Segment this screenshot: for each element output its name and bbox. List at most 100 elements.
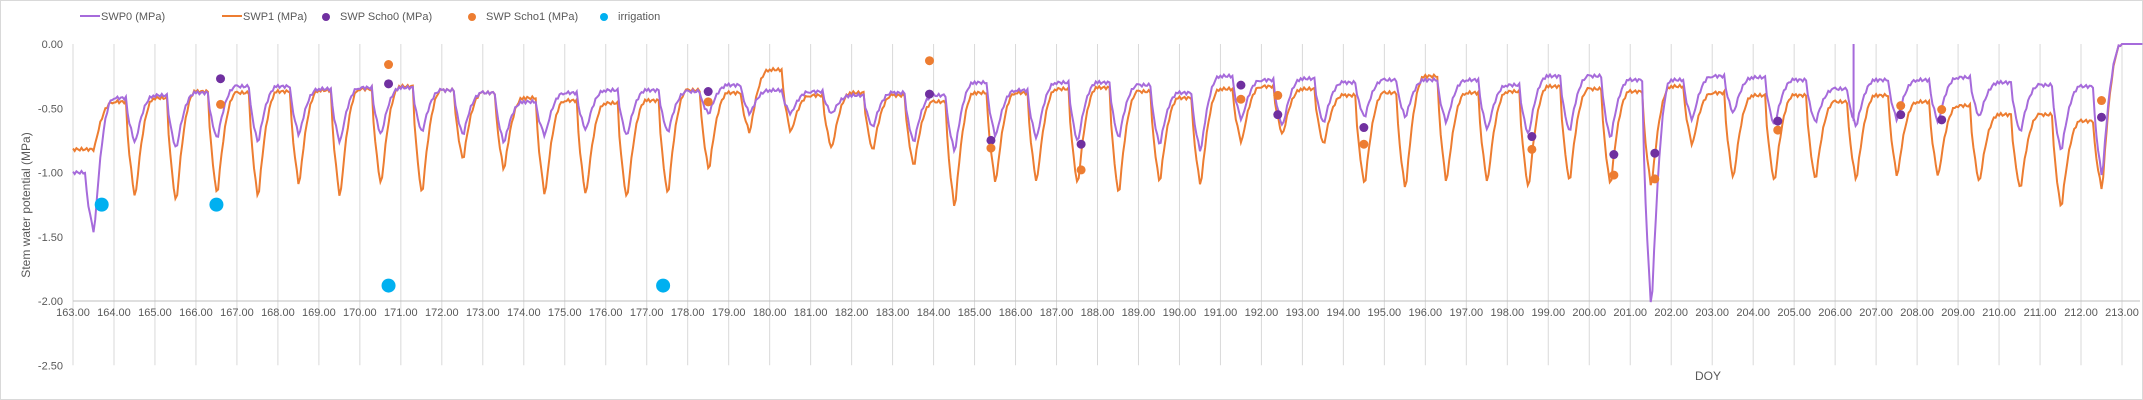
x-tick-label: 163.00 [56, 307, 90, 319]
x-tick-label: 209.00 [1941, 307, 1975, 319]
scho0-marker [384, 79, 394, 89]
scho0-marker [986, 135, 996, 145]
x-axis: 163.00 164.00 165.00 166.00 167.00 168.00 169.… [56, 300, 2140, 319]
scho0-marker [1527, 132, 1537, 142]
scho1-marker [1773, 125, 1783, 135]
legend-marker-swatch [468, 13, 476, 21]
x-tick-label: 173.00 [466, 307, 500, 319]
legend: SWP0 (MPa) SWP1 (MPa) SWP Scho0 (MPa) SWP S… [80, 11, 660, 23]
legend-marker-swatch [600, 13, 608, 21]
swp1-line [72, 43, 2143, 208]
legend-label: SWP1 (MPa) [243, 11, 307, 23]
scho1-marker [1076, 165, 1086, 175]
x-tick-label: 185.00 [958, 307, 992, 319]
x-tick-label: 181.00 [794, 307, 828, 319]
irrigation-marker [381, 278, 396, 293]
legend-label: SWP0 (MPa) [101, 11, 165, 23]
plot-series [72, 43, 2143, 303]
legend-label: irrigation [618, 11, 660, 23]
y-tick-label: -1.50 [38, 232, 63, 244]
x-axis-title: DOY [1695, 369, 1721, 383]
scho0-marker [1937, 115, 1947, 125]
scho1-marker [2097, 96, 2107, 106]
scho1-marker [1527, 144, 1537, 154]
x-tick-label: 188.00 [1081, 307, 1115, 319]
legend-marker-swatch [322, 13, 330, 21]
x-tick-label: 187.00 [1040, 307, 1074, 319]
x-tick-label: 190.00 [1163, 307, 1197, 319]
scho1-marker [1236, 94, 1246, 104]
scho1-marker [1609, 170, 1619, 180]
x-tick-label: 208.00 [1900, 307, 1934, 319]
x-tick-label: 165.00 [138, 307, 172, 319]
scho1-marker [384, 60, 394, 70]
y-tick-label: 0.00 [42, 39, 63, 51]
y-tick-label: -2.50 [38, 360, 63, 372]
x-tick-label: 203.00 [1695, 307, 1729, 319]
scho0-marker [1773, 116, 1783, 126]
scho0-marker [703, 87, 713, 97]
x-tick-label: 184.00 [917, 307, 951, 319]
x-tick-label: 171.00 [384, 307, 418, 319]
x-tick-label: 179.00 [712, 307, 746, 319]
scho1-marker [986, 143, 996, 153]
x-tick-label: 201.00 [1613, 307, 1647, 319]
x-tick-label: 168.00 [261, 307, 295, 319]
x-tick-label: 212.00 [2064, 307, 2098, 319]
scho0-marker [216, 74, 226, 84]
scho0-marker [924, 89, 934, 99]
y-tick-label: -0.50 [38, 103, 63, 115]
x-tick-label: 167.00 [220, 307, 254, 319]
y-tick-label: -1.00 [38, 168, 63, 180]
x-tick-label: 164.00 [97, 307, 131, 319]
x-tick-label: 199.00 [1531, 307, 1565, 319]
scho1-marker [216, 99, 226, 109]
scho1-marker [1273, 90, 1283, 100]
scho0-marker [1076, 139, 1086, 149]
x-tick-label: 194.00 [1327, 307, 1361, 319]
swp0-line [72, 43, 2143, 303]
scho1-marker [1359, 139, 1369, 149]
y-tick-label: -2.00 [38, 296, 63, 308]
x-tick-label: 186.00 [999, 307, 1033, 319]
scho0-marker [1273, 110, 1283, 120]
x-tick-label: 169.00 [302, 307, 336, 319]
x-tick-label: 178.00 [671, 307, 705, 319]
scho1-marker [703, 97, 713, 107]
legend-label: SWP Scho1 (MPa) [486, 11, 578, 23]
scho1-marker [1650, 174, 1660, 184]
x-tick-label: 213.00 [2105, 307, 2139, 319]
x-tick-label: 189.00 [1122, 307, 1156, 319]
x-tick-label: 198.00 [1490, 307, 1524, 319]
scho0-marker [1650, 148, 1660, 158]
x-tick-label: 193.00 [1286, 307, 1320, 319]
x-tick-label: 175.00 [548, 307, 582, 319]
x-tick-label: 172.00 [425, 307, 459, 319]
x-tick-label: 196.00 [1409, 307, 1443, 319]
vertical-gridlines [72, 44, 2123, 366]
x-tick-label: 200.00 [1572, 307, 1606, 319]
x-tick-label: 180.00 [753, 307, 787, 319]
legend-label: SWP Scho0 (MPa) [340, 11, 432, 23]
x-tick-label: 207.00 [1859, 307, 1893, 319]
x-tick-label: 192.00 [1245, 307, 1279, 319]
x-tick-label: 205.00 [1777, 307, 1811, 319]
x-tick-label: 204.00 [1736, 307, 1770, 319]
x-tick-label: 166.00 [179, 307, 213, 319]
scho1-marker [1896, 101, 1906, 111]
x-tick-label: 182.00 [835, 307, 869, 319]
x-tick-label: 191.00 [1204, 307, 1238, 319]
scho1-marker [924, 56, 934, 66]
scho0-marker [1359, 123, 1369, 133]
x-tick-label: 174.00 [507, 307, 541, 319]
irrigation-marker [94, 197, 109, 212]
x-tick-label: 211.00 [2024, 307, 2057, 319]
x-tick-label: 195.00 [1368, 307, 1402, 319]
x-tick-label: 183.00 [876, 307, 910, 319]
scho0-marker [1609, 150, 1619, 160]
irrigation-marker [656, 278, 671, 293]
y-axis: 0.00 -0.50 -1.00 -1.50 -2.00 -2.50 [38, 39, 63, 372]
scho1-marker [1937, 105, 1947, 115]
y-axis-title: Stem water potential (MPa) [19, 132, 33, 277]
irrigation-marker [209, 197, 224, 212]
